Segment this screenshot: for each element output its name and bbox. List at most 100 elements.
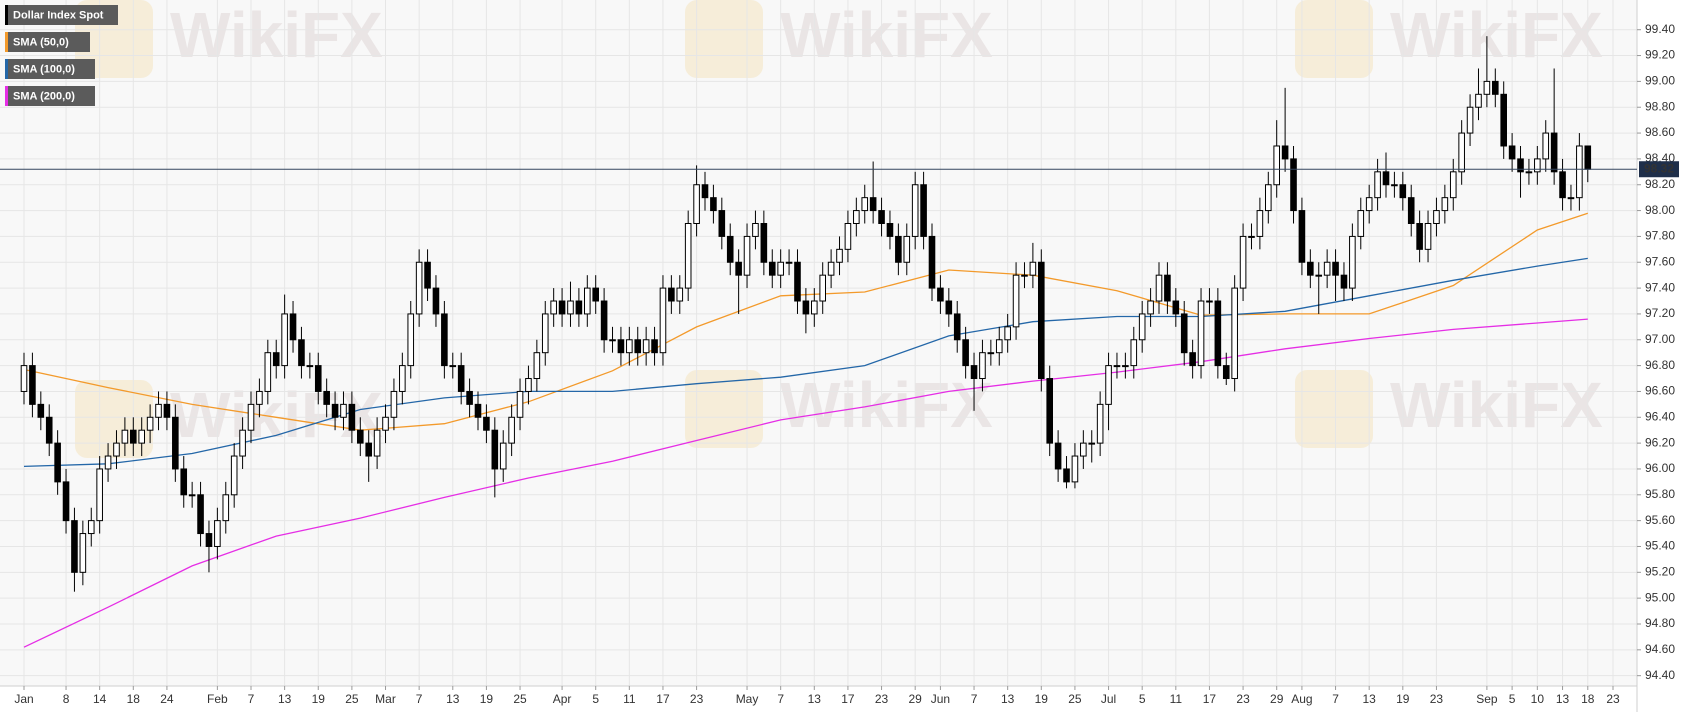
candle-body (1483, 80, 1491, 95)
candle-body (659, 287, 667, 354)
candle-body (314, 365, 322, 392)
candle-body (1584, 145, 1592, 170)
x-tick-label: 25 (513, 692, 527, 706)
watermark: WikiFX (1390, 369, 1603, 441)
candle-body (1180, 313, 1188, 354)
candle-body (676, 287, 684, 302)
candle-body (794, 261, 801, 302)
watermark-logo (1295, 370, 1373, 448)
candle-body (525, 378, 532, 392)
candle-body (869, 197, 877, 212)
candle-body (1037, 261, 1045, 380)
candle-body (390, 390, 398, 418)
candle-body (264, 352, 272, 392)
y-tick-label: 99.20 (1645, 48, 1675, 62)
y-tick-label: 97.80 (1645, 229, 1675, 243)
candle-body (1500, 93, 1508, 147)
candle-body (96, 468, 103, 522)
candle-body (1239, 235, 1247, 289)
candle-body (1307, 261, 1314, 276)
candle-body (626, 339, 633, 354)
x-tick-label: 18 (1581, 692, 1595, 706)
candle-body (819, 274, 827, 302)
candle-body (1298, 210, 1306, 263)
candle-body (1054, 442, 1062, 470)
candle-body (1189, 352, 1196, 367)
y-tick-label: 96.00 (1645, 461, 1675, 475)
y-tick-label: 98.60 (1645, 125, 1675, 139)
candle-body (920, 184, 927, 237)
watermark: WikiFX (170, 379, 383, 451)
candle-body (155, 403, 162, 418)
candle-body (499, 442, 507, 470)
x-axis-background (0, 686, 1707, 712)
candle-body (668, 287, 675, 302)
legend-swatch (5, 32, 8, 52)
candle-body (550, 300, 557, 315)
watermark: WikiFX (780, 369, 993, 441)
candle-body (1122, 365, 1129, 368)
x-tick-label: 23 (1430, 692, 1444, 706)
candle-body (592, 287, 600, 302)
candle-body (474, 403, 482, 418)
candle-body (281, 313, 288, 367)
candle-body (356, 429, 364, 444)
candle-body (1256, 210, 1264, 237)
candle-body (1449, 171, 1457, 199)
y-tick-label: 95.00 (1645, 590, 1675, 604)
candle-body (735, 261, 742, 276)
candle-body (777, 261, 784, 276)
y-tick-label: 95.60 (1645, 513, 1675, 527)
x-tick-label: 17 (841, 692, 855, 706)
x-tick-label: 11 (1170, 692, 1183, 706)
candle-body (1391, 184, 1398, 187)
candle-body (760, 222, 768, 263)
x-tick-label: 5 (1139, 692, 1146, 706)
candle-body (1491, 80, 1499, 95)
x-tick-label: Apr (553, 692, 572, 706)
x-tick-label: 13 (1363, 692, 1377, 706)
x-tick-label: Aug (1291, 692, 1312, 706)
sma-line (23, 318, 1588, 648)
candle-body (1046, 378, 1054, 444)
candle-body (836, 248, 843, 263)
legend-label: SMA (50,0) (13, 36, 69, 48)
legend-swatch (5, 5, 8, 25)
x-tick-label: 13 (278, 692, 292, 706)
candle-body (617, 339, 625, 354)
candle-body (331, 403, 339, 418)
candle-body (45, 416, 53, 444)
candle-body (1206, 300, 1213, 303)
candle-body (382, 416, 389, 431)
candle-body (1349, 235, 1356, 289)
x-tick-label: 7 (416, 692, 423, 706)
candle-body (970, 365, 978, 380)
y-tick-label: 96.80 (1645, 358, 1675, 372)
candle-body (1004, 326, 1011, 341)
candle-body (180, 468, 188, 496)
x-tick-label: 23 (690, 692, 704, 706)
x-tick-label: 7 (248, 692, 255, 706)
y-tick-label: 94.60 (1645, 642, 1675, 656)
plot-background (0, 0, 1637, 686)
y-tick-label: 98.80 (1645, 99, 1675, 113)
watermark: WikiFX (780, 0, 993, 71)
candle-body (903, 235, 911, 263)
candle-body (1164, 274, 1171, 302)
candle-body (121, 429, 129, 444)
candle-body (256, 390, 263, 405)
x-tick-label: 8 (63, 692, 70, 706)
legend: Dollar Index Spot SMA (50,0) SMA (100,0) SM… (5, 5, 118, 106)
watermarks: WikiFX WikiFX WikiFX WikiFX WikiFX WikiFX (75, 0, 1603, 458)
candle-body (1172, 300, 1180, 315)
candle-body (163, 403, 171, 418)
candle-body (1197, 300, 1205, 367)
y-tick-label: 97.60 (1645, 254, 1675, 268)
watermark: WikiFX (170, 0, 383, 71)
candle-body (1021, 274, 1028, 277)
candle-body (1374, 171, 1381, 199)
candle-body (424, 261, 431, 289)
legend-box (5, 86, 95, 106)
x-tick-label: 25 (345, 692, 359, 706)
